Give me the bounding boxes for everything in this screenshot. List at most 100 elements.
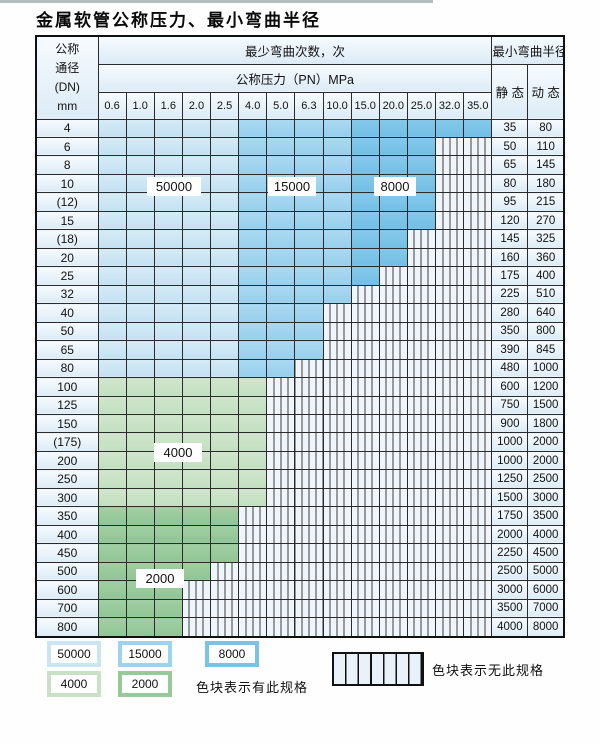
no-spec-cell	[406, 598, 437, 619]
spec-cell	[294, 247, 324, 268]
spec-cell	[181, 266, 212, 286]
no-spec-cell	[434, 432, 465, 452]
no-spec-cell	[378, 469, 408, 489]
no-spec-cell	[322, 377, 352, 397]
no-spec-cell	[406, 450, 437, 471]
spec-cell	[294, 155, 324, 175]
dynamic-cell: 1800	[527, 413, 565, 434]
spec-cell	[322, 284, 352, 305]
spec-cell	[238, 413, 268, 434]
spec-cell	[181, 321, 212, 342]
no-spec-cell	[322, 580, 352, 600]
spec-cell	[294, 118, 324, 138]
no-spec-cell	[294, 358, 324, 379]
static-cell: 2250	[491, 543, 529, 563]
spec-cell	[238, 155, 268, 175]
static-cell: 600	[491, 377, 529, 397]
no-spec-cell	[406, 561, 437, 582]
no-spec-cell	[294, 377, 324, 397]
static-cell: 2000	[491, 524, 529, 545]
dn-cell: 10	[35, 173, 99, 194]
spec-cell	[266, 358, 296, 379]
no-spec-cell	[378, 432, 408, 452]
no-spec-cell	[181, 598, 212, 619]
no-spec-cell	[378, 340, 408, 360]
spec-cell	[209, 321, 240, 342]
no-spec-cell	[266, 580, 296, 600]
spec-cell	[181, 340, 212, 360]
no-spec-cell	[463, 210, 493, 231]
no-spec-cell	[434, 395, 465, 416]
spec-cell	[350, 229, 380, 249]
dn-cell: 125	[35, 395, 99, 416]
dynamic-cell: 3000	[527, 487, 565, 508]
no-spec-cell	[322, 524, 352, 545]
spec-cell	[97, 543, 127, 563]
no-spec-cell	[238, 598, 268, 619]
spec-cell	[209, 284, 240, 305]
spec-cell	[209, 469, 240, 489]
cycle-count-label: 50000	[147, 177, 201, 196]
pressure-col-header: 32.0	[434, 91, 465, 120]
spec-cell	[97, 266, 127, 286]
pressure-col-header: 15.0	[350, 91, 380, 120]
no-spec-cell	[463, 524, 493, 545]
legend-label-2000: 2000	[122, 675, 168, 693]
spec-cell	[322, 173, 352, 194]
no-spec-cell	[406, 395, 437, 416]
dn-cell: 65	[35, 340, 99, 360]
spec-cell	[153, 321, 183, 342]
no-spec-cell	[238, 506, 268, 526]
spec-cell	[322, 210, 352, 231]
dynamic-cell: 360	[527, 247, 565, 268]
spec-cell	[125, 136, 155, 157]
spec-cell	[153, 192, 183, 212]
no-spec-cell	[238, 580, 268, 600]
spec-cell	[209, 173, 240, 194]
spec-cell	[294, 266, 324, 286]
no-spec-cell	[294, 598, 324, 619]
no-spec-cell	[350, 432, 380, 452]
spec-cell	[97, 617, 127, 638]
no-spec-cell	[463, 303, 493, 323]
static-cell: 95	[491, 192, 529, 212]
spec-cell	[266, 284, 296, 305]
no-spec-cell	[378, 487, 408, 508]
spec-cell	[238, 303, 268, 323]
legend-item-15000: 15000	[118, 641, 172, 667]
no-spec-cell	[434, 247, 465, 268]
dn-cell: 800	[35, 617, 99, 638]
scan-edge-strip	[0, 0, 433, 3]
spec-cell	[125, 155, 155, 175]
dn-cell: 200	[35, 450, 99, 471]
spec-cell	[125, 247, 155, 268]
spec-cell	[125, 617, 155, 638]
no-spec-cell	[378, 506, 408, 526]
legend-no-spec-box	[332, 652, 424, 686]
no-spec-cell	[406, 266, 437, 286]
spec-cell	[350, 210, 380, 231]
spec-cell	[266, 118, 296, 138]
no-spec-cell	[406, 469, 437, 489]
spec-cell	[209, 247, 240, 268]
no-spec-cell	[378, 580, 408, 600]
dn-cell: 100	[35, 377, 99, 397]
no-spec-cell	[378, 284, 408, 305]
no-spec-cell	[463, 617, 493, 638]
dn-cell: 15	[35, 210, 99, 231]
spec-cell	[350, 136, 380, 157]
spec-cell	[209, 192, 240, 212]
spec-cell	[153, 506, 183, 526]
spec-cell	[153, 340, 183, 360]
spec-cell	[97, 118, 127, 138]
static-cell: 350	[491, 321, 529, 342]
pressure-header: 公称压力（PN）MPa	[97, 63, 493, 93]
static-cell: 225	[491, 284, 529, 305]
spec-cell	[434, 118, 465, 138]
dynamic-cell: 5000	[527, 561, 565, 582]
pressure-col-header: 1.0	[125, 91, 155, 120]
spec-cell	[153, 413, 183, 434]
no-spec-cell	[463, 580, 493, 600]
dn-cell: 40	[35, 303, 99, 323]
dynamic-cell: 845	[527, 340, 565, 360]
